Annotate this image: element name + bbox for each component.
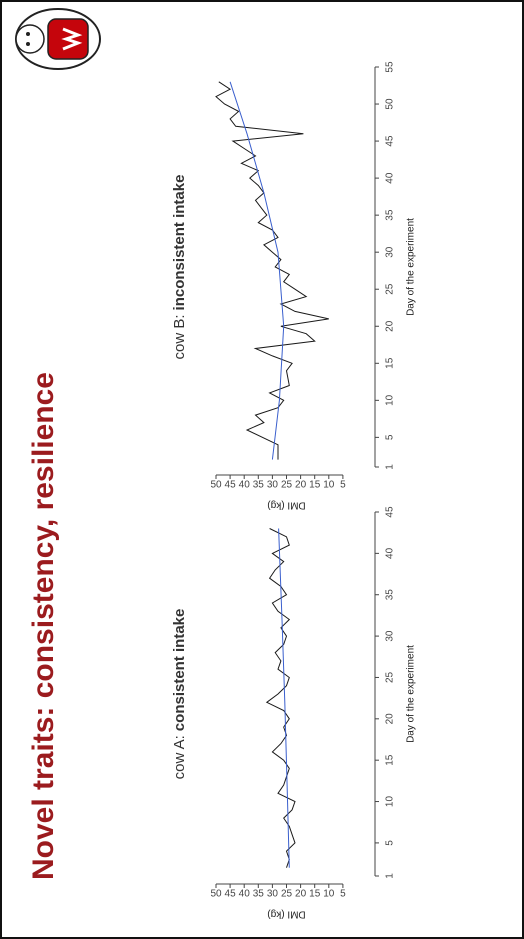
y-tick-label: 50 [210,480,222,491]
y-tick-label: 20 [295,889,307,900]
y-tick-label: 40 [239,889,251,900]
y-tick-label: 40 [239,480,251,491]
y-tick-label: 10 [323,480,335,491]
x-tick-label: 55 [385,61,396,73]
slide-border [1,1,523,938]
y-tick-label: 10 [323,889,335,900]
y-axis-label: DMI (kg) [267,499,305,510]
y-tick-label: 5 [340,889,346,900]
y-tick-label: 45 [225,889,237,900]
x-tick-label: 50 [385,98,396,110]
x-axis-label: Day of the experiment [406,645,417,743]
slide-view: Novel traits: consistency, resilience co… [0,0,524,939]
chart-title-main: consistent intake [171,609,188,732]
x-tick-label: 5 [385,434,396,440]
y-tick-label: 35 [253,889,265,900]
x-tick-label: 15 [385,357,396,369]
x-tick-label: 1 [385,464,396,470]
logo [16,9,100,69]
x-tick-label: 30 [385,246,396,258]
x-tick-label: 15 [385,754,396,766]
page: Novel traits: consistency, resilience co… [0,0,524,939]
y-tick-label: 50 [210,889,222,900]
y-tick-label: 15 [309,480,321,491]
y-tick-label: 25 [281,480,293,491]
x-tick-label: 20 [385,713,396,725]
x-tick-label: 10 [385,796,396,808]
chart-title: cow B: inconsistent intake [171,175,188,360]
chart-title: cow A: consistent intake [171,609,188,780]
y-tick-label: 25 [281,889,293,900]
x-axis-label: Day of the experiment [406,218,417,316]
x-tick-label: 5 [385,840,396,846]
x-tick-label: 10 [385,394,396,406]
x-tick-label: 45 [385,135,396,147]
y-tick-label: 45 [225,480,237,491]
x-tick-label: 35 [385,209,396,221]
y-tick-label: 35 [253,480,265,491]
y-tick-label: 30 [267,480,279,491]
x-tick-label: 25 [385,671,396,683]
x-tick-label: 1 [385,873,396,879]
y-tick-label: 15 [309,889,321,900]
x-tick-label: 20 [385,320,396,332]
x-tick-label: 45 [385,506,396,518]
y-tick-label: 20 [295,480,307,491]
x-tick-label: 35 [385,589,396,601]
x-tick-label: 40 [385,172,396,184]
x-tick-label: 40 [385,547,396,559]
slide-title: Novel traits: consistency, resilience [27,372,60,880]
y-tick-label: 30 [267,889,279,900]
x-tick-label: 25 [385,283,396,295]
x-tick-label: 30 [385,630,396,642]
chart-title-lead: cow B: [171,314,188,359]
y-axis-label: DMI (kg) [267,908,305,919]
y-tick-label: 5 [340,480,346,491]
chart-title-lead: cow A: [171,735,188,779]
chart-title-main: inconsistent intake [171,175,188,311]
